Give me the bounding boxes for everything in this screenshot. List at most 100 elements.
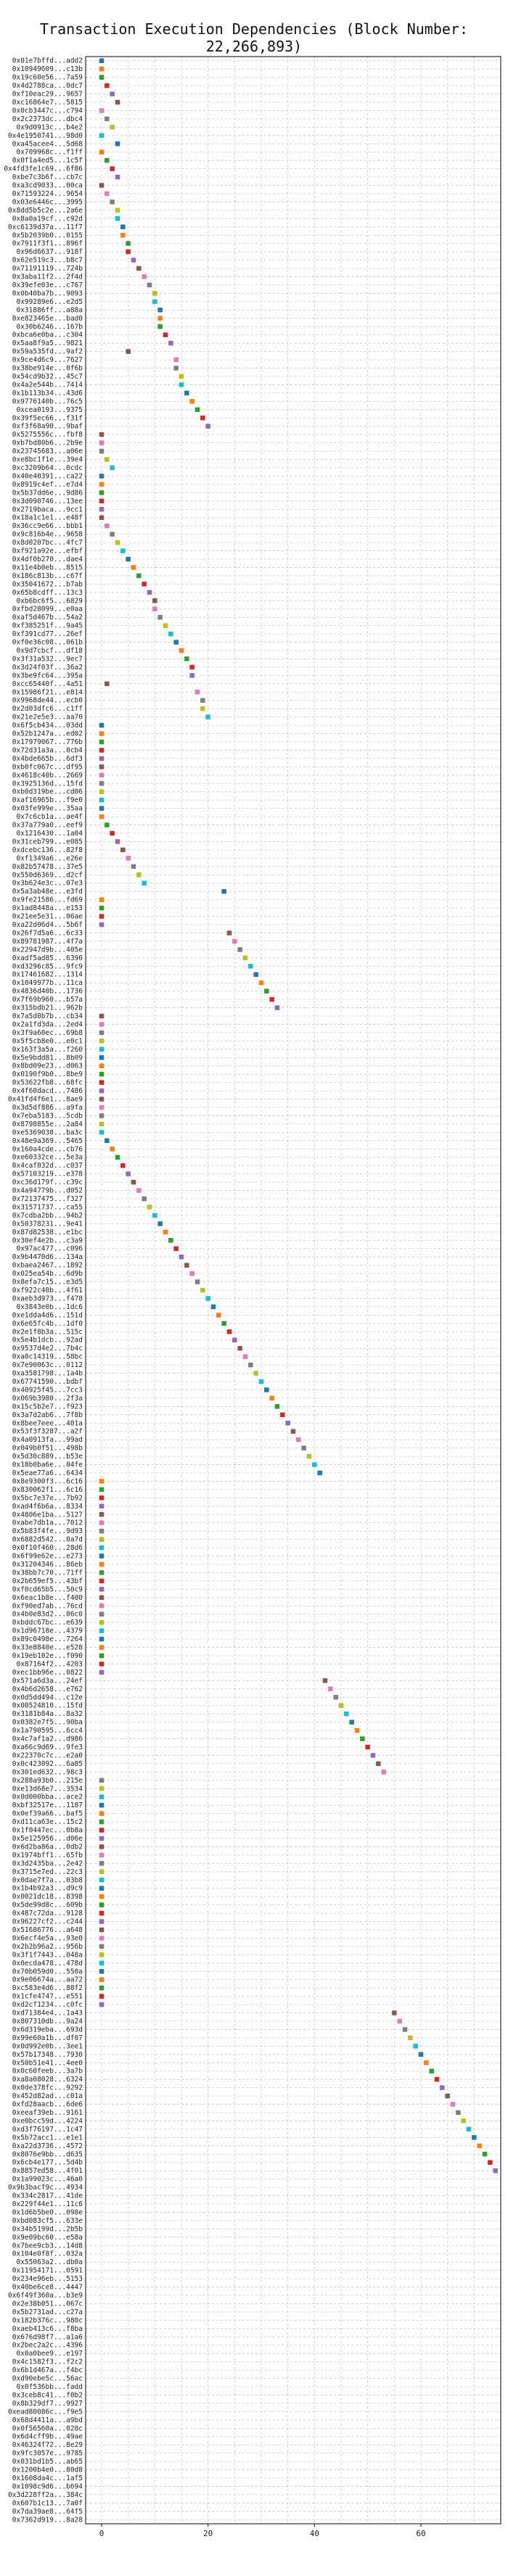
data-point bbox=[110, 830, 115, 836]
data-point bbox=[99, 490, 105, 495]
data-point bbox=[99, 1097, 105, 1102]
data-point bbox=[344, 1711, 349, 1717]
y-tick-label: 0xbd083cf5...633e bbox=[12, 2217, 83, 2225]
data-point bbox=[99, 432, 105, 437]
y-tick-label: 0xaeb413c6...f8ba bbox=[12, 2325, 83, 2333]
y-tick-label: 0x301ed632...98c3 bbox=[12, 1768, 83, 1776]
y-tick-label: 0x4fd3fe1c69...6f86 bbox=[4, 165, 83, 173]
y-tick-label: 0x50378231...9e41 bbox=[12, 1220, 83, 1228]
data-point bbox=[290, 1429, 296, 1434]
y-tick-label: 0x0cb3447c...c794 bbox=[12, 107, 83, 115]
data-point bbox=[99, 1628, 105, 1633]
data-point bbox=[237, 947, 242, 952]
y-tick-label: 0x4806e1ba...5127 bbox=[12, 1511, 83, 1519]
y-tick-label: 0x37a779a0...eef9 bbox=[12, 822, 83, 830]
y-tick-label: 0x17461682...1314 bbox=[12, 971, 83, 979]
data-point bbox=[99, 498, 105, 504]
data-point bbox=[99, 1844, 105, 1849]
y-tick-label: 0x22370c7c...e2a0 bbox=[12, 1751, 83, 1759]
y-tick-label: 0x87d82538...e1bc bbox=[12, 1229, 83, 1237]
data-point bbox=[99, 1977, 105, 1982]
data-point bbox=[99, 1561, 105, 1567]
data-point bbox=[110, 532, 115, 537]
y-tick-label: 0x4caf032d...c037 bbox=[12, 1162, 83, 1170]
data-point bbox=[105, 191, 110, 197]
data-point bbox=[99, 1487, 105, 1493]
data-point bbox=[450, 2102, 456, 2107]
y-tick-label: 0xd90ebe5c...56ac bbox=[12, 2375, 83, 2383]
data-point bbox=[120, 548, 126, 553]
data-point bbox=[126, 1171, 131, 1176]
y-tick-label: 0x4a94779b...d052 bbox=[12, 1187, 83, 1195]
data-point bbox=[99, 1669, 105, 1675]
data-point bbox=[142, 582, 147, 587]
y-tick-label: 0x4df0b270...dae4 bbox=[12, 556, 83, 564]
data-point bbox=[115, 207, 120, 213]
data-point bbox=[99, 1055, 105, 1060]
data-point bbox=[99, 1030, 105, 1036]
y-tick-label: 0x9c816b4e...9658 bbox=[12, 531, 83, 539]
data-point bbox=[99, 1852, 105, 1858]
y-tick-label: 0xf10eac29...9657 bbox=[12, 91, 83, 99]
data-point bbox=[253, 972, 258, 977]
y-tick-label: 0x19c60e56...7a59 bbox=[12, 74, 83, 82]
data-point bbox=[200, 416, 205, 421]
data-point bbox=[168, 631, 173, 637]
data-point bbox=[99, 1512, 105, 1517]
y-tick-label: 0x4e1950741...98d0 bbox=[8, 132, 83, 140]
data-point bbox=[99, 1819, 105, 1825]
data-point bbox=[99, 789, 105, 794]
y-tick-label: 0x17979067...776b bbox=[12, 738, 83, 746]
y-tick-label: 0x9776140b...76c5 bbox=[12, 397, 83, 405]
data-point bbox=[338, 1703, 344, 1708]
data-point bbox=[301, 1445, 306, 1450]
y-tick-label: 0x11e4b0eb...8515 bbox=[12, 564, 83, 571]
y-tick-label: 0x1098c9d6...b694 bbox=[12, 2482, 83, 2490]
y-tick-label: 0x5eae77a6...6434 bbox=[12, 1469, 83, 1477]
data-point bbox=[99, 1603, 105, 1609]
y-tick-label: 0x8d0207bc...4fc7 bbox=[12, 539, 83, 547]
y-tick-label: 0x8e9300f3...6c16 bbox=[12, 1477, 83, 1485]
y-tick-label: 0x1d6b5be0...098e bbox=[12, 2208, 83, 2216]
y-tick-label: 0x2b659ef5...43bf bbox=[12, 1577, 83, 1585]
y-tick-label: 0x5bc7e37e...7b92 bbox=[12, 1494, 83, 1502]
y-tick-label: 0x11954171...0591 bbox=[12, 2267, 83, 2275]
data-point bbox=[349, 1720, 354, 1725]
data-point bbox=[248, 1362, 253, 1368]
data-point bbox=[402, 2027, 408, 2032]
y-tick-label: 0x1200b4e0...80d8 bbox=[12, 2466, 83, 2474]
y-tick-label: 0x59a535fd...9af2 bbox=[12, 348, 83, 356]
y-tick-label: 0x5aa8f9a5...9821 bbox=[12, 339, 83, 347]
data-point bbox=[194, 1279, 200, 1284]
y-tick-label: 0x65b8cdff...13c3 bbox=[12, 589, 83, 597]
y-tick-label: 0xc16864e7...5815 bbox=[12, 99, 83, 107]
data-point bbox=[115, 216, 120, 221]
data-point bbox=[152, 1213, 157, 1218]
y-tick-label: 0xa66c9d69...9fe3 bbox=[12, 1743, 83, 1751]
y-tick-label: 0x71593224...9654 bbox=[12, 190, 83, 198]
data-point bbox=[365, 1744, 370, 1750]
y-tick-label: 0x5e9bdd81...8b09 bbox=[12, 1054, 83, 1062]
y-tick-label: 0x57b17348...7930 bbox=[12, 2051, 83, 2059]
data-point bbox=[99, 1645, 105, 1650]
data-point bbox=[136, 1188, 142, 1193]
data-point bbox=[110, 199, 115, 205]
data-point bbox=[99, 1661, 105, 1667]
y-tick-label: 0x7a5d0b7b...cb34 bbox=[12, 1012, 83, 1020]
data-point bbox=[99, 814, 105, 820]
y-tick-label: 0x4618c40b...2669 bbox=[12, 772, 83, 780]
data-point bbox=[136, 265, 142, 271]
y-tick-label: 0x1a790595...6cc4 bbox=[12, 1727, 83, 1735]
data-point bbox=[99, 1994, 105, 1999]
y-tick-label: 0x4c1582f3...f2c2 bbox=[12, 2358, 83, 2366]
y-tick-label: 0x163f3a5a...f260 bbox=[12, 1046, 83, 1054]
y-tick-label: 0x62e519c3...b8c7 bbox=[12, 257, 83, 265]
y-tick-label: 0x40e40391...ca22 bbox=[12, 472, 83, 480]
data-point bbox=[163, 332, 168, 337]
data-point bbox=[445, 2093, 450, 2099]
data-point bbox=[168, 1238, 173, 1243]
y-tick-label: 0x6d319eba...693d bbox=[12, 2026, 83, 2034]
data-point bbox=[205, 424, 210, 429]
data-point bbox=[456, 2110, 461, 2115]
data-point bbox=[110, 91, 115, 96]
